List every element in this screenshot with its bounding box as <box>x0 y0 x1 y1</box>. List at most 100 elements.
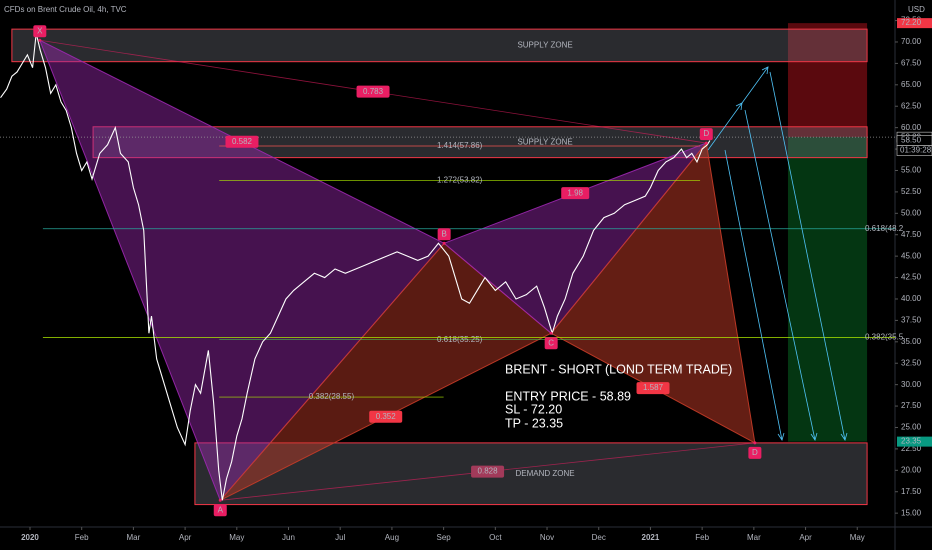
target-area <box>787 137 868 442</box>
badge-label: 0.352 <box>376 412 397 421</box>
badge <box>33 25 47 38</box>
badge-label: 0.828 <box>478 467 499 476</box>
badge-label: D <box>752 448 758 457</box>
price-badge-label: 58.50 <box>901 136 922 145</box>
price-series <box>0 33 711 501</box>
x-tick-label: Nov <box>540 533 554 542</box>
x-tick-label: Oct <box>489 533 502 542</box>
pattern-point <box>218 498 222 502</box>
badge-label: X <box>37 26 43 35</box>
badge <box>369 410 403 423</box>
price-badge <box>897 18 932 29</box>
note: SL - 72.20 <box>505 402 562 416</box>
price-badge-label: 72.20 <box>901 18 922 27</box>
arrow <box>761 66 769 75</box>
y-tick-label: 55.00 <box>901 166 922 175</box>
note: ENTRY PRICE - 58.89 <box>505 389 631 403</box>
fib-label: 1.414(57.86) <box>437 141 483 150</box>
badge <box>356 85 390 98</box>
badge <box>561 187 590 200</box>
x-tick-label: Feb <box>695 533 709 542</box>
x-tick-label: Aug <box>385 533 399 542</box>
badge-label: 0.783 <box>363 87 384 96</box>
zone-label: SUPPLY ZONE <box>517 41 572 50</box>
projection-arrows <box>707 66 848 441</box>
x-tick-label: Mar <box>127 533 141 542</box>
fib-label: 0.382(28.55) <box>309 392 355 401</box>
zone-label: DEMAND ZONE <box>516 469 575 478</box>
y-tick-label: 27.50 <box>901 401 922 410</box>
x-tick-label: Apr <box>799 533 812 542</box>
y-tick-label: 52.50 <box>901 187 922 196</box>
badge-label: 1.98 <box>567 188 583 197</box>
arrow <box>769 71 846 441</box>
pattern-point <box>549 331 553 335</box>
x-tick-label: Mar <box>747 533 761 542</box>
chart-title: CFDs on Brent Crude Oil, 4h, TVC <box>4 5 127 14</box>
stop-area <box>787 23 868 138</box>
badge-label: B <box>441 229 446 238</box>
badge-label: 0.582 <box>232 137 253 146</box>
pattern-point <box>38 38 42 42</box>
y-tick-label: 65.00 <box>901 80 922 89</box>
y-tick-label: 37.50 <box>901 316 922 325</box>
y-tick-label: 60.00 <box>901 123 922 132</box>
arrow <box>810 432 818 441</box>
x-tick-label: 2021 <box>642 533 660 542</box>
y-tick-label: 35.00 <box>901 337 922 346</box>
y-tick-label: 25.00 <box>901 423 922 432</box>
badge <box>213 504 227 517</box>
fib-label: 0.618(48.2 <box>865 224 904 233</box>
y-tick-label: 15.00 <box>901 508 922 517</box>
badge <box>636 382 670 395</box>
badge <box>748 446 762 459</box>
y-tick-label: 17.50 <box>901 487 922 496</box>
zone <box>11 28 868 63</box>
badge <box>437 228 451 241</box>
currency: USD <box>908 5 925 14</box>
y-tick-label: 30.00 <box>901 380 922 389</box>
y-tick-label: 67.50 <box>901 59 922 68</box>
y-tick-label: 47.50 <box>901 230 922 239</box>
y-tick-label: 40.00 <box>901 294 922 303</box>
x-tick-label: Sep <box>437 533 452 542</box>
x-tick-label: 2020 <box>21 533 39 542</box>
arrow <box>741 66 769 104</box>
fib-label: 0.382(35.5 <box>865 333 904 342</box>
badge <box>225 135 259 148</box>
x-tick-label: May <box>850 533 865 542</box>
y-tick-label: 42.50 <box>901 273 922 282</box>
badge-label: D <box>703 129 709 138</box>
price-badge <box>897 436 932 447</box>
x-tick-label: Jun <box>282 533 295 542</box>
pattern-point <box>442 241 446 245</box>
zone-label: SUPPLY ZONE <box>517 137 572 146</box>
y-tick-label: 62.50 <box>901 101 922 110</box>
countdown: 01:39:28 <box>900 146 932 155</box>
x-tick-label: Dec <box>592 533 606 542</box>
y-tick-label: 45.00 <box>901 251 922 260</box>
y-tick-label: 70.00 <box>901 37 922 46</box>
arrow <box>707 102 743 151</box>
badge-label: A <box>218 505 224 514</box>
y-tick-label: 32.50 <box>901 358 922 367</box>
x-tick-label: Jul <box>335 533 345 542</box>
x-tick-label: Feb <box>75 533 89 542</box>
price-badge-label: 23.35 <box>901 437 922 446</box>
y-tick-label: 50.00 <box>901 208 922 217</box>
badge <box>544 337 558 350</box>
arrow <box>777 432 785 441</box>
plot: 1.414(57.86) 1.272(53.82) 0.618(35.25) 0.38… <box>0 16 932 542</box>
note: TP - 23.35 <box>505 416 563 430</box>
y-tick-label: 20.00 <box>901 465 922 474</box>
pattern-point <box>753 441 757 445</box>
countdown-badge <box>896 145 932 156</box>
arrow <box>724 149 783 441</box>
badge <box>471 465 505 478</box>
x-tick-label: Apr <box>179 533 192 542</box>
fib-label: 1.272(53.82) <box>437 176 483 185</box>
note: BRENT - SHORT (LOND TERM TRADE) <box>505 362 732 376</box>
y-tick-label: 22.50 <box>901 444 922 453</box>
